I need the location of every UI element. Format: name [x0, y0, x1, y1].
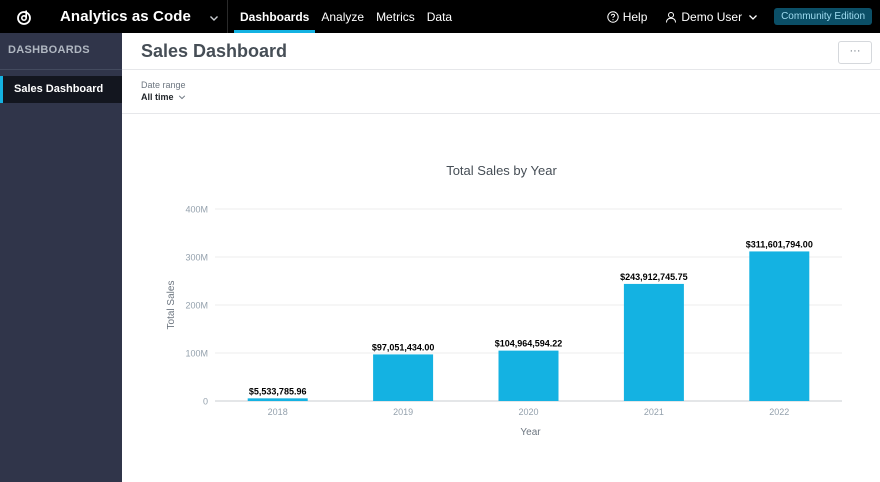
- nav-analyze[interactable]: Analyze: [321, 9, 365, 24]
- x-tick-label: 2019: [393, 407, 413, 417]
- page-title: Sales Dashboard: [141, 41, 288, 61]
- app-name: Analytics as Code: [60, 8, 191, 25]
- data-label: $243,912,745.75: [620, 272, 688, 282]
- x-tick-label: 2020: [518, 407, 538, 417]
- user-menu[interactable]: Demo User: [665, 10, 758, 24]
- x-tick-label: 2021: [644, 407, 664, 417]
- data-label: $104,964,594.22: [495, 339, 563, 349]
- nav-data[interactable]: Data: [426, 9, 453, 24]
- data-label: $311,601,794.00: [746, 239, 813, 249]
- question-circle-icon: [607, 10, 619, 23]
- help-label: Help: [622, 9, 648, 24]
- date-filter-label: Date range: [141, 80, 186, 90]
- help-button[interactable]: Help: [607, 9, 648, 24]
- x-tick-label: 2018: [268, 407, 288, 417]
- dashboard-header: Sales Dashboard ···: [122, 33, 880, 70]
- chevron-down-icon: [749, 14, 758, 20]
- data-label: $97,051,434.00: [372, 342, 435, 352]
- sidebar-title: DASHBOARDS: [0, 33, 122, 70]
- bar[interactable]: [498, 350, 559, 401]
- bar-chart: Total Sales by Year 0 100M 200M 300M 400M Tota…: [166, 163, 842, 438]
- y-tick-label: 400M: [185, 205, 208, 215]
- x-tick-label: 2022: [769, 407, 789, 417]
- nav-dashboards[interactable]: Dashboards: [234, 0, 316, 33]
- chart-title: Total Sales by Year: [446, 163, 557, 178]
- chart-container: Total Sales by Year 0 100M 200M 300M 400M Tota…: [122, 115, 880, 482]
- sidebar-item-sales-dashboard[interactable]: Sales Dashboard: [0, 76, 122, 103]
- chevron-down-icon: [209, 10, 219, 28]
- x-axis-label: Year: [520, 427, 541, 438]
- edition-badge: Community Edition: [774, 8, 872, 25]
- y-tick-label: 300M: [185, 253, 208, 263]
- bar[interactable]: [373, 354, 434, 401]
- more-options-button[interactable]: ···: [838, 41, 872, 64]
- date-filter-dropdown[interactable]: All time: [141, 92, 186, 102]
- bar[interactable]: [749, 251, 810, 401]
- main-nav: Dashboards Analyze Metrics Data: [234, 0, 458, 33]
- bar[interactable]: [247, 398, 308, 401]
- user-name: Demo User: [681, 9, 743, 24]
- sidebar: DASHBOARDS Sales Dashboard: [0, 33, 122, 482]
- y-tick-label: 0: [203, 397, 208, 407]
- y-tick-label: 100M: [185, 349, 208, 359]
- gooddata-logo-icon[interactable]: [0, 0, 48, 33]
- top-bar: Analytics as Code Dashboards Analyze Met…: [0, 0, 880, 33]
- date-filter-value: All time: [141, 92, 174, 102]
- bar[interactable]: [623, 283, 684, 401]
- user-icon: [666, 11, 677, 23]
- main-content: Sales Dashboard ··· Date range All time …: [122, 33, 880, 482]
- data-label: $5,533,785.96: [249, 386, 307, 396]
- chevron-down-icon: [178, 95, 185, 100]
- y-tick-label: 200M: [185, 301, 208, 311]
- nav-metrics[interactable]: Metrics: [376, 9, 415, 24]
- filter-bar: Date range All time: [122, 70, 880, 114]
- y-axis-label: Total Sales: [166, 281, 177, 330]
- workspace-switcher[interactable]: Analytics as Code: [48, 0, 228, 33]
